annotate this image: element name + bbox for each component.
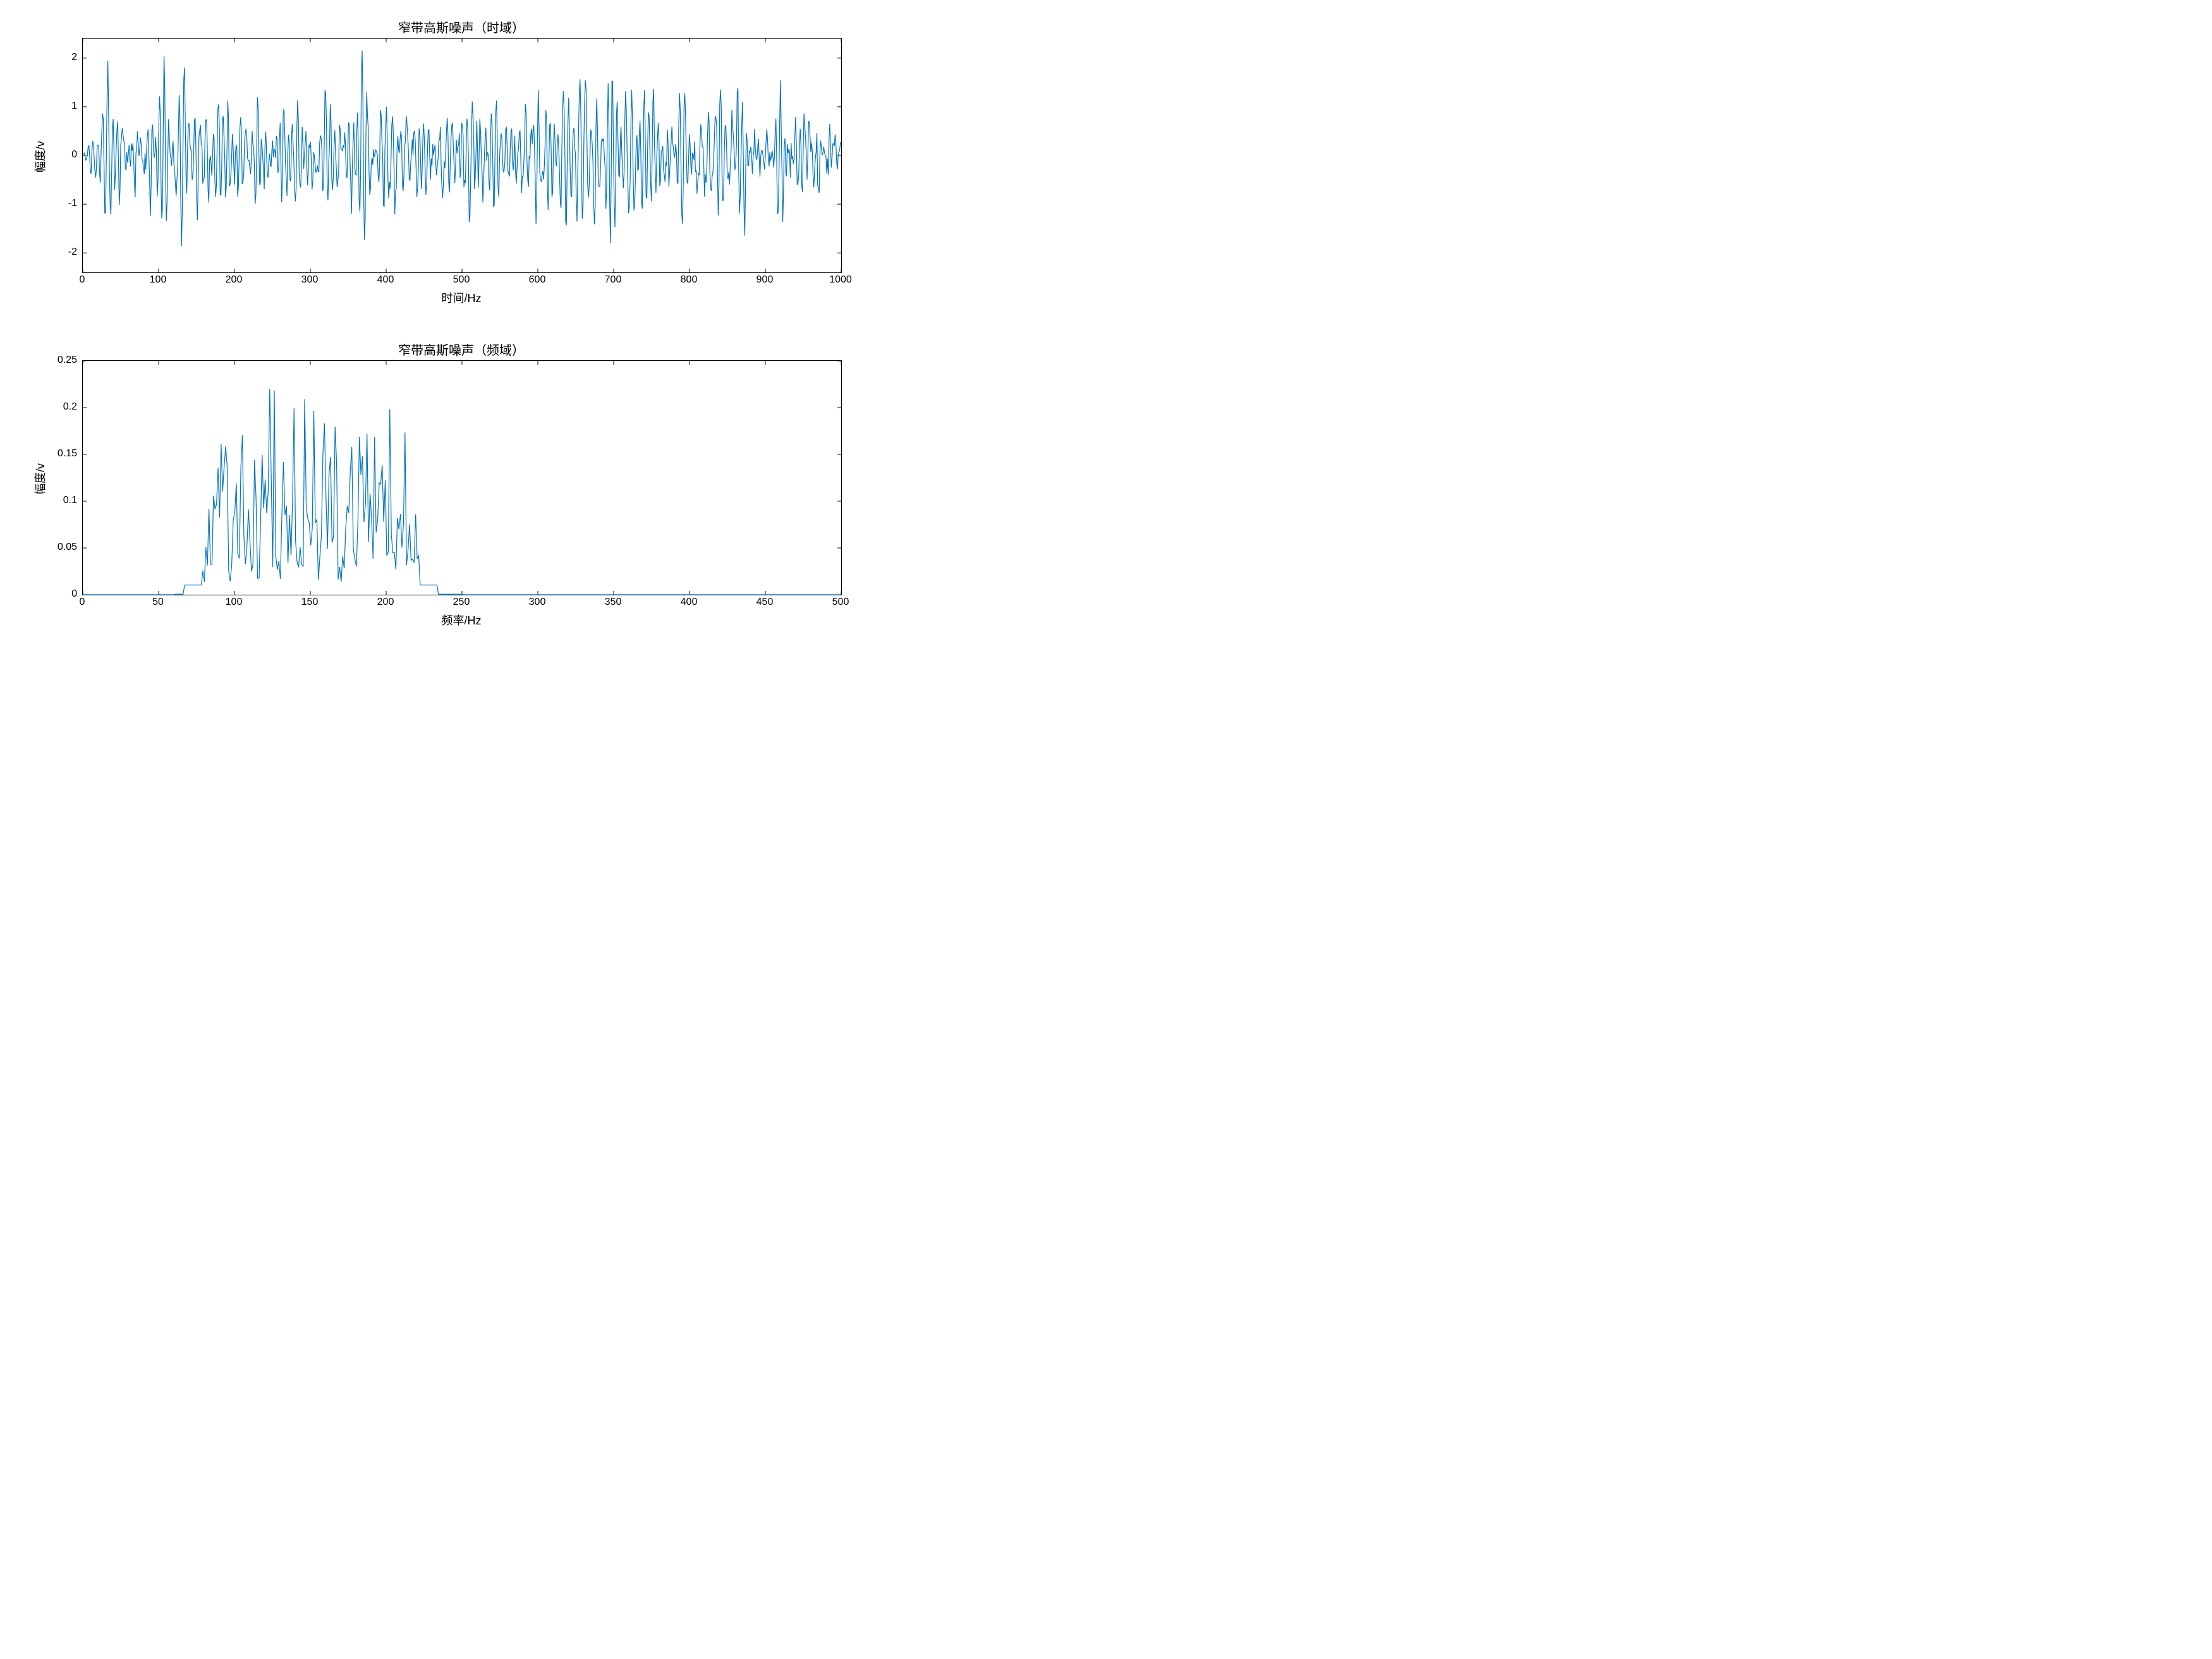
x-axis-label: 时间/Hz [82,289,841,306]
x-axis-label: 频率/Hz [82,612,841,628]
x-tick-label: 500 [453,274,470,286]
subplot-top [82,38,842,273]
x-tick-label: 700 [605,274,622,286]
plot-area [83,39,841,272]
subplot-bottom [82,360,842,595]
x-tick-label: 900 [757,274,774,286]
x-tick-label: 0 [80,597,85,608]
x-tick-label: 200 [377,597,394,608]
y-tick-label: 0.05 [51,542,77,553]
x-tick-label: 150 [301,597,319,608]
y-tick-label: -2 [51,246,77,258]
y-tick-label: 0.1 [51,495,77,506]
x-tick-label: 1000 [829,274,852,286]
x-tick-label: 50 [152,597,164,608]
x-tick-label: 350 [605,597,622,608]
data-line [83,389,841,595]
figure: 窄带高斯噪声（时域）幅度/v时间/Hz010020030040050060070… [0,0,885,664]
chart-title: 窄带高斯噪声（时域） [82,18,841,36]
x-tick-label: 200 [226,274,243,286]
y-axis-label: 幅度/v [32,463,48,495]
x-tick-label: 300 [301,274,319,286]
x-tick-label: 100 [150,274,167,286]
y-tick-label: 0.2 [51,401,77,413]
y-tick-label: 0.15 [51,448,77,459]
y-axis-label: 幅度/v [32,141,48,173]
x-tick-label: 300 [529,597,546,608]
x-tick-label: 450 [757,597,774,608]
x-tick-label: 500 [832,597,849,608]
x-tick-label: 600 [529,274,546,286]
plot-area [83,361,841,595]
x-tick-label: 250 [453,597,470,608]
y-tick-label: -1 [51,198,77,209]
x-tick-label: 100 [226,597,243,608]
x-tick-label: 400 [377,274,394,286]
y-tick-label: 0 [51,588,77,600]
y-tick-label: 0 [51,149,77,161]
y-tick-label: 2 [51,52,77,63]
x-tick-label: 400 [681,597,698,608]
data-line [83,51,841,246]
y-tick-label: 0.25 [51,355,77,366]
x-tick-label: 0 [80,274,85,286]
chart-title: 窄带高斯噪声（频域） [82,340,841,358]
y-tick-label: 1 [51,100,77,112]
x-tick-label: 800 [681,274,698,286]
